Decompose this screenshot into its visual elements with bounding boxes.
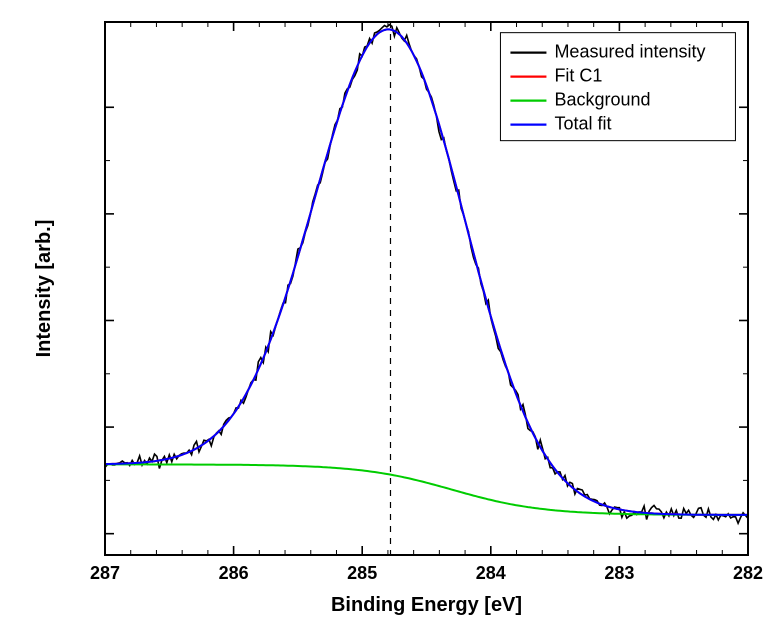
legend-label: Fit C1 bbox=[554, 66, 602, 86]
xtick-label: 284 bbox=[476, 563, 506, 583]
chart-svg: 287 286 285 284 283 282 Binding Energy [eV] Int… bbox=[0, 0, 770, 638]
y-axis-label: Intensity [arb.] bbox=[33, 220, 55, 358]
x-axis-label: Binding Energy [eV] bbox=[331, 594, 522, 616]
xtick-label: 287 bbox=[90, 563, 120, 583]
legend-label: Background bbox=[554, 90, 650, 110]
xtick-label: 286 bbox=[219, 563, 249, 583]
xtick-label: 285 bbox=[347, 563, 377, 583]
legend-label: Total fit bbox=[554, 114, 611, 134]
xtick-label: 283 bbox=[604, 563, 634, 583]
legend-label: Measured intensity bbox=[554, 42, 705, 62]
xtick-label: 282 bbox=[733, 563, 763, 583]
xps-spectrum-chart: 287 286 285 284 283 282 Binding Energy [eV] Int… bbox=[0, 0, 770, 638]
